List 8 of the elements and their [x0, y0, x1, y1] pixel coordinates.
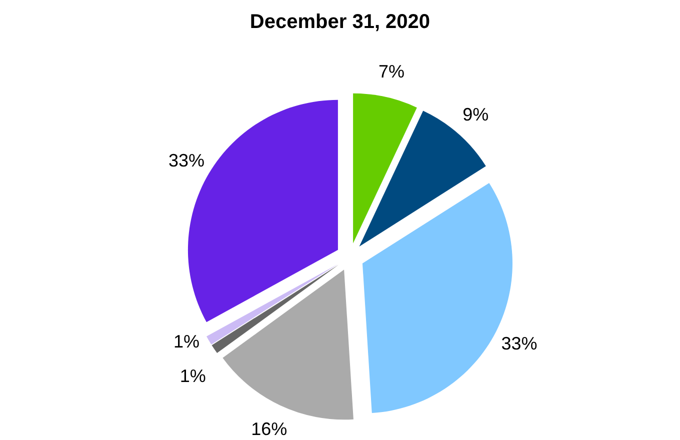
data-label: 1%: [173, 332, 200, 352]
data-label: 16%: [251, 418, 288, 439]
data-label: 33%: [501, 333, 538, 354]
data-label: 33%: [168, 150, 204, 170]
data-label: 1%: [180, 366, 206, 386]
data-label: 9%: [462, 104, 489, 124]
chart-title: December 31, 2020: [250, 11, 430, 33]
data-label: 7%: [378, 62, 404, 82]
